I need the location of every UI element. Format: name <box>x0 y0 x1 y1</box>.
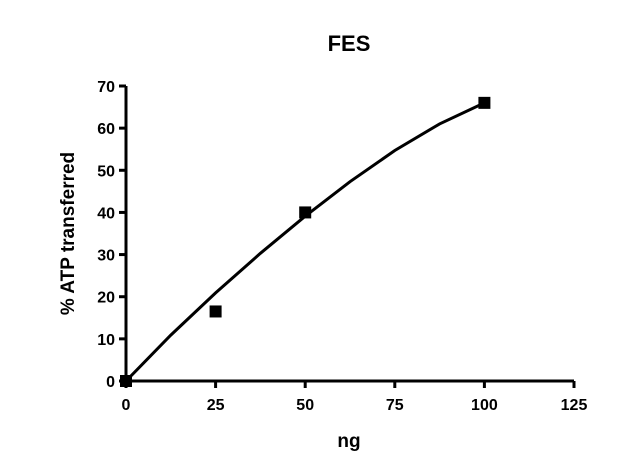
y-tick-label: 40 <box>97 205 115 222</box>
x-tick-label: 0 <box>122 397 131 414</box>
data-point <box>120 375 132 387</box>
data-points <box>120 96 491 387</box>
y-tick-label: 0 <box>106 374 115 391</box>
y-tick-label: 10 <box>97 332 115 349</box>
chart-title: FES <box>328 31 371 56</box>
x-axis-ticks: 0 25 50 75 100 125 <box>122 381 588 414</box>
fit-curve <box>124 101 486 383</box>
x-tick-label: 75 <box>386 397 404 414</box>
x-axis-label: ng <box>337 431 360 452</box>
y-axis-ticks: 0 10 20 30 40 50 60 70 <box>97 79 126 391</box>
x-tick-label: 100 <box>471 397 498 414</box>
x-tick-label: 25 <box>207 397 225 414</box>
x-tick-label: 125 <box>561 397 588 414</box>
data-point <box>299 206 312 219</box>
y-tick-label: 30 <box>97 248 115 265</box>
y-tick-label: 20 <box>97 290 115 307</box>
y-tick-label: 70 <box>97 79 115 96</box>
data-point <box>478 96 491 109</box>
data-point <box>209 305 222 318</box>
y-tick-label: 50 <box>97 163 115 180</box>
y-axis-label: % ATP transferred <box>58 152 79 315</box>
y-tick-label: 60 <box>97 121 115 138</box>
x-tick-label: 50 <box>296 397 314 414</box>
